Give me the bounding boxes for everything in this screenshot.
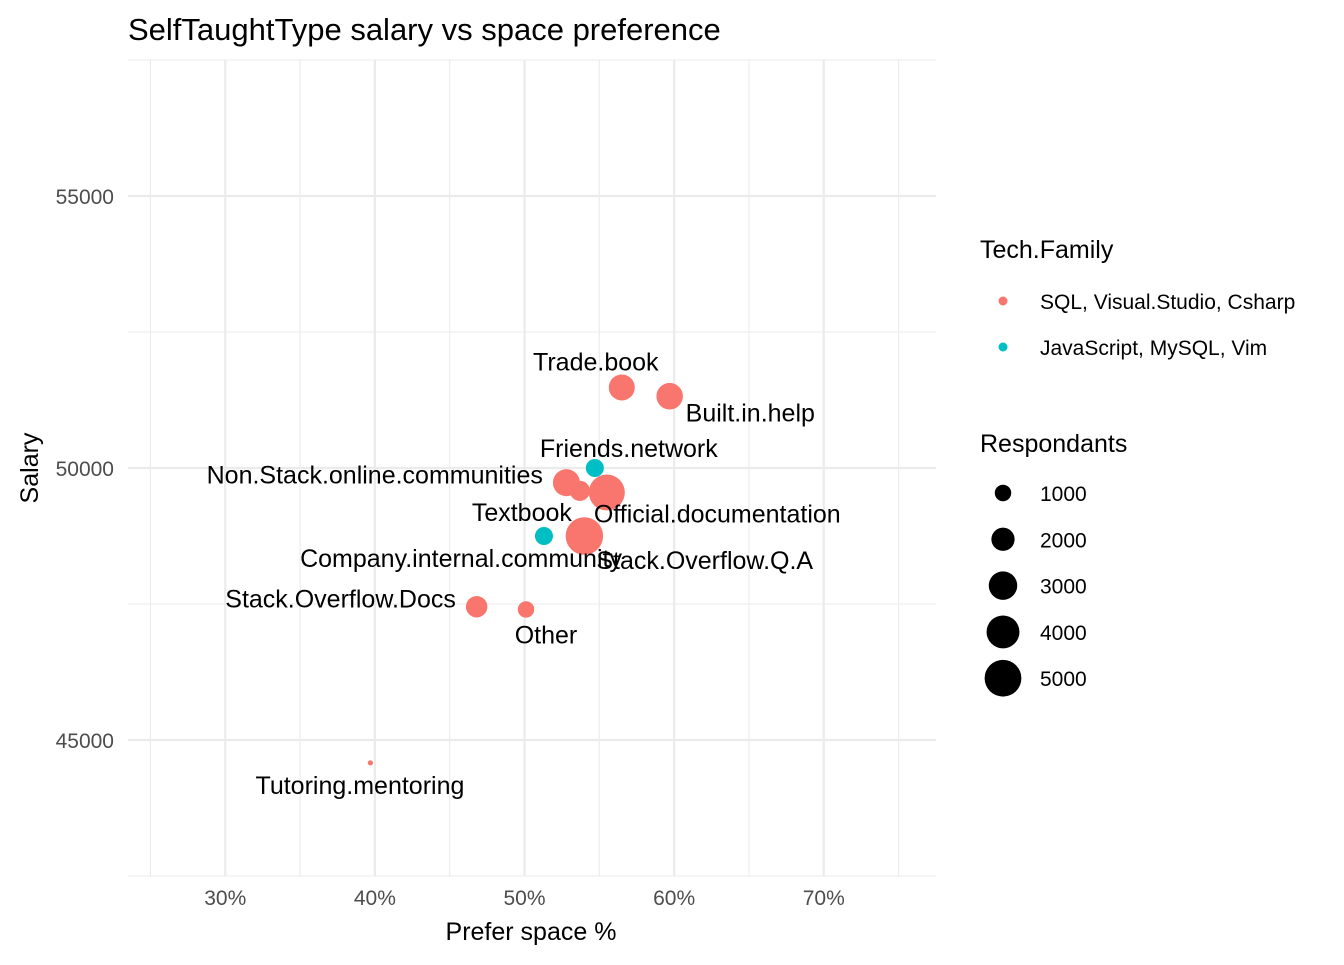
data-point bbox=[367, 760, 373, 766]
point-label: Stack.Overflow.Docs bbox=[225, 586, 456, 614]
data-point bbox=[585, 458, 604, 478]
point-label: Company.internal.community bbox=[300, 545, 622, 573]
size-legend-title: Respondants bbox=[980, 430, 1127, 458]
size-legend-key bbox=[988, 571, 1018, 600]
x-axis-label: Prefer space % bbox=[446, 918, 617, 946]
point-label: Stack.Overflow.Q.A bbox=[596, 547, 813, 575]
size-legend-key bbox=[991, 527, 1015, 551]
size-legend-label: 2000 bbox=[1040, 529, 1087, 552]
point-labels-layer: Trade.book Built.in.help Friends.networkNo… bbox=[207, 348, 841, 799]
x-tick-label: 30% bbox=[204, 887, 246, 910]
color-legend-key bbox=[998, 296, 1008, 306]
data-point bbox=[565, 517, 604, 555]
data-point bbox=[656, 382, 683, 410]
size-legend-key bbox=[984, 659, 1022, 697]
color-legend-title: Tech.Family bbox=[980, 236, 1114, 264]
point-label: Tutoring.mentoring bbox=[255, 772, 464, 800]
size-legend-label: 5000 bbox=[1040, 668, 1087, 691]
y-tick-label: 55000 bbox=[56, 186, 114, 209]
color-legend-key bbox=[998, 342, 1008, 352]
data-point bbox=[588, 474, 625, 511]
legend: Tech.Family Respondants SQL, Visual.Stud… bbox=[980, 236, 1295, 697]
point-label: Official.documentation bbox=[594, 500, 841, 528]
point-label: Friends.network bbox=[540, 435, 718, 463]
grid-layer bbox=[128, 59, 936, 877]
x-tick-label: 70% bbox=[803, 887, 845, 910]
size-legend-label: 4000 bbox=[1040, 622, 1087, 645]
chart-title: SelfTaughtType salary vs space preferenc… bbox=[128, 12, 721, 47]
x-tick-label: 40% bbox=[354, 887, 396, 910]
point-label: Trade.book bbox=[533, 348, 659, 376]
y-tick-label: 45000 bbox=[56, 730, 114, 753]
y-axis-label: Salary bbox=[16, 432, 44, 503]
x-tick-label: 60% bbox=[653, 887, 695, 910]
data-point bbox=[534, 526, 553, 546]
size-legend-label: 1000 bbox=[1040, 483, 1087, 506]
x-tick-label: 50% bbox=[504, 887, 546, 910]
data-point bbox=[517, 601, 535, 618]
axes-layer: 30% 40% 50% 60% 70% 45000 50000 55000 bbox=[56, 186, 845, 910]
y-tick-label: 50000 bbox=[56, 458, 114, 481]
size-legend-key bbox=[994, 484, 1012, 502]
color-legend-label: SQL, Visual.Studio, Csharp bbox=[1040, 291, 1295, 314]
point-label: Built.in.help bbox=[686, 399, 815, 427]
point-label: Other bbox=[515, 622, 578, 650]
point-label: Non.Stack.online.communities bbox=[207, 462, 543, 490]
data-point bbox=[569, 480, 590, 501]
data-point bbox=[465, 595, 488, 618]
size-legend-key bbox=[986, 615, 1020, 649]
size-legend-label: 3000 bbox=[1040, 576, 1087, 599]
points-layer bbox=[367, 374, 683, 766]
point-label: Textbook bbox=[472, 499, 573, 527]
data-point bbox=[608, 374, 635, 401]
color-legend-label: JavaScript, MySQL, Vim bbox=[1040, 337, 1267, 360]
